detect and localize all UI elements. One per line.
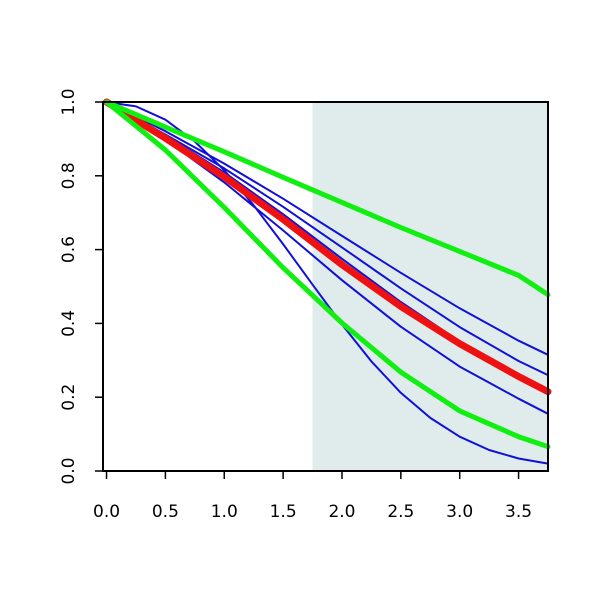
y-tick-label: 0.0 xyxy=(59,457,79,484)
y-tick-label: 0.2 xyxy=(59,384,79,411)
y-tick-label: 1.0 xyxy=(59,88,79,115)
y-tick-label: 0.8 xyxy=(59,162,79,189)
series-layer xyxy=(103,98,552,465)
plot-box xyxy=(102,101,549,472)
axis-layer: 0.0 0.5 1.0 1.5 2.0 2.5 3.0 3.5 0.0 0.2 0.4 0.6 0.8 1… xyxy=(59,88,532,522)
series-line-3 xyxy=(105,101,549,356)
x-tick-label: 3.5 xyxy=(505,502,532,522)
x-tick-label: 0.0 xyxy=(93,502,120,522)
x-tick-label: 3.0 xyxy=(446,502,473,522)
series-line-6 xyxy=(103,98,552,396)
x-tick-label: 2.5 xyxy=(387,502,414,522)
x-tick-label: 1.0 xyxy=(211,502,238,522)
y-tick-label: 0.4 xyxy=(59,310,79,337)
series-line-8 xyxy=(104,99,551,450)
series-line-4 xyxy=(105,101,549,377)
y-tick-label: 0.6 xyxy=(59,236,79,263)
series-line-7 xyxy=(104,99,551,298)
x-tick-label: 0.5 xyxy=(152,502,179,522)
x-tick-label: 2.0 xyxy=(328,502,355,522)
x-tick-label: 1.5 xyxy=(270,502,297,522)
shaded-region xyxy=(312,102,548,471)
